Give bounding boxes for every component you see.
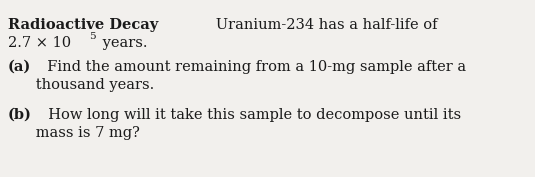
Text: 5: 5 bbox=[89, 32, 96, 41]
Text: 2.7 × 10: 2.7 × 10 bbox=[8, 36, 71, 50]
Text: years.: years. bbox=[98, 36, 148, 50]
Text: thousand years.: thousand years. bbox=[8, 78, 154, 92]
Text: mass is 7 mg?: mass is 7 mg? bbox=[8, 126, 140, 140]
Text: (a): (a) bbox=[8, 60, 31, 74]
Text: Radioactive Decay: Radioactive Decay bbox=[8, 18, 158, 32]
Text: Uranium-234 has a half-life of: Uranium-234 has a half-life of bbox=[202, 18, 438, 32]
Text: (b): (b) bbox=[8, 108, 32, 122]
Text: Find the amount remaining from a 10-mg sample after a: Find the amount remaining from a 10-mg s… bbox=[38, 60, 466, 74]
Text: How long will it take this sample to decompose until its: How long will it take this sample to dec… bbox=[39, 108, 461, 122]
